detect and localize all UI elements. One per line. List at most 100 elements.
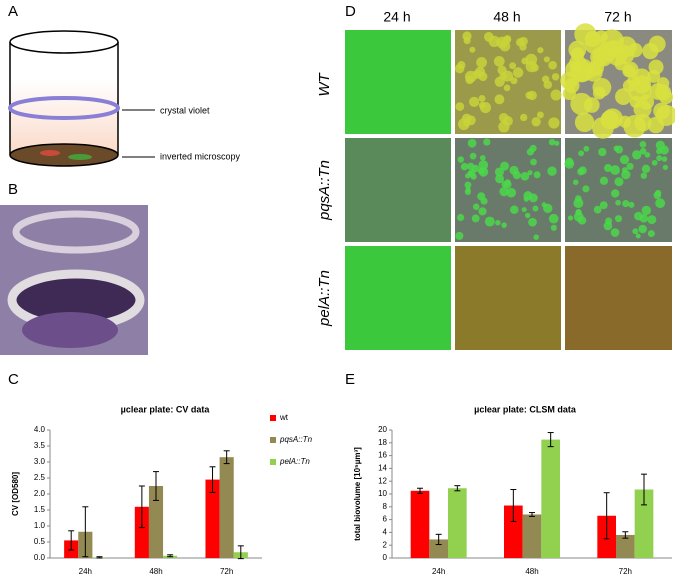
texture <box>512 67 524 78</box>
texture <box>647 215 657 225</box>
photo <box>0 205 148 355</box>
texture <box>457 156 465 163</box>
y-tick-label: 14 <box>378 464 387 473</box>
texture <box>493 55 505 67</box>
texture <box>621 167 628 173</box>
texture <box>610 165 620 175</box>
texture <box>502 36 511 45</box>
legend-swatch <box>270 437 276 443</box>
texture <box>578 150 585 157</box>
texture <box>641 164 651 173</box>
texture <box>529 144 537 152</box>
texture <box>484 216 495 227</box>
column-header: 72 h <box>604 9 631 25</box>
bar <box>522 514 542 558</box>
bar <box>219 457 234 558</box>
y-tick-label: 18 <box>378 438 387 447</box>
texture <box>574 112 595 133</box>
texture <box>541 202 547 208</box>
texture <box>619 154 630 165</box>
texture <box>475 66 486 77</box>
annotation: crystal violet <box>160 105 210 115</box>
texture <box>478 95 486 102</box>
texture <box>614 215 623 223</box>
bar <box>148 486 164 558</box>
cylinder <box>8 30 155 167</box>
texture <box>634 211 643 221</box>
texture <box>470 173 477 180</box>
panel-label: B <box>8 181 18 198</box>
texture <box>641 205 651 216</box>
panel-label: A <box>8 3 18 20</box>
texture <box>471 164 480 173</box>
chart-title: µclear plate: CV data <box>121 404 211 414</box>
bar <box>429 539 448 558</box>
legend-swatch <box>270 415 276 421</box>
texture <box>520 171 530 181</box>
texture <box>604 217 613 225</box>
texture <box>455 231 464 240</box>
y-axis-label: CV [OD580] <box>11 472 20 516</box>
texture <box>497 65 507 75</box>
texture <box>528 217 537 227</box>
texture <box>460 162 469 171</box>
texture <box>469 96 480 107</box>
bar <box>448 488 467 558</box>
texture <box>628 201 635 208</box>
texture <box>455 102 465 111</box>
row-header: WT <box>316 72 333 97</box>
texture <box>615 45 635 65</box>
texture <box>653 191 662 199</box>
texture <box>498 121 510 133</box>
texture <box>483 32 494 42</box>
texture <box>648 35 666 53</box>
texture <box>523 196 529 202</box>
x-tick-label: 24h <box>79 567 92 576</box>
y-tick-label: 3.5 <box>34 441 46 450</box>
texture <box>503 84 511 92</box>
chart-title: µclear plate: CLSM data <box>474 404 577 414</box>
texture <box>464 181 472 189</box>
legend-label: wt <box>279 413 289 422</box>
texture <box>651 159 658 166</box>
texture <box>573 198 584 209</box>
texture <box>479 102 492 114</box>
texture <box>483 138 491 146</box>
texture <box>585 37 601 54</box>
texture <box>476 57 487 68</box>
y-tick-label: 8 <box>383 502 388 511</box>
texture <box>524 212 531 219</box>
texture <box>640 172 648 179</box>
y-tick-label: 0 <box>383 553 388 562</box>
texture <box>478 167 489 177</box>
texture <box>463 37 471 45</box>
texture <box>570 92 593 116</box>
texture <box>655 198 666 209</box>
bar <box>410 490 430 558</box>
texture <box>515 38 525 47</box>
texture <box>560 72 578 90</box>
texture <box>567 215 574 221</box>
texture <box>613 145 620 152</box>
texture <box>639 141 647 148</box>
bar <box>616 534 635 558</box>
texture <box>564 158 575 169</box>
y-tick-label: 4.0 <box>34 425 46 434</box>
texture <box>471 214 480 223</box>
texture <box>543 80 553 89</box>
x-tick-label: 72h <box>619 567 632 576</box>
y-tick-label: 2 <box>383 540 388 549</box>
texture <box>501 222 507 228</box>
texture <box>592 116 614 139</box>
texture <box>593 205 602 214</box>
texture <box>562 86 576 101</box>
texture <box>494 167 504 177</box>
texture <box>472 203 480 210</box>
texture <box>494 76 505 87</box>
row-header: pelA::Tn <box>316 270 333 327</box>
texture <box>533 171 541 179</box>
x-tick-label: 48h <box>525 567 538 576</box>
texture <box>509 165 519 175</box>
panel-label: C <box>8 371 19 388</box>
y-tick-label: 1.5 <box>34 505 46 514</box>
